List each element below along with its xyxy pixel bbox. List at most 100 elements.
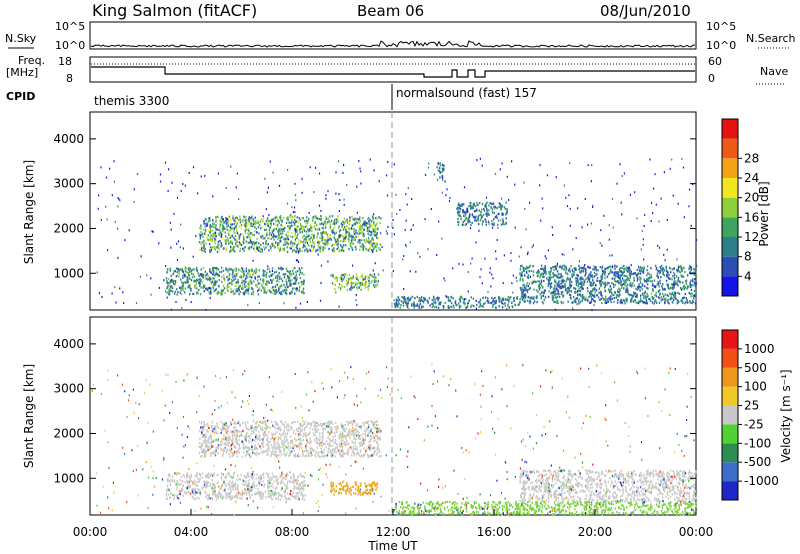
power-cell xyxy=(200,224,202,227)
velocity-cell xyxy=(347,442,350,445)
power-cell xyxy=(494,296,496,299)
power-cell xyxy=(563,268,566,271)
velocity-cell xyxy=(325,446,327,449)
velocity-cell xyxy=(221,422,224,425)
power-cell xyxy=(309,241,312,244)
power-cell xyxy=(265,284,268,287)
power-cell xyxy=(529,302,531,305)
power-cell xyxy=(373,169,375,172)
power-cell xyxy=(288,277,290,280)
power-cell xyxy=(262,286,264,289)
power-cell xyxy=(170,228,172,231)
power-cell xyxy=(181,307,183,310)
power-cell xyxy=(241,268,244,271)
power-cell xyxy=(277,234,279,237)
power-cell xyxy=(184,270,187,273)
power-cell xyxy=(271,244,274,247)
power-cell xyxy=(470,207,472,210)
power-cell xyxy=(556,270,559,273)
power-cell xyxy=(611,265,613,268)
power-cell xyxy=(315,223,318,227)
power-cell xyxy=(262,278,264,281)
power-cell xyxy=(625,279,627,282)
power-cell xyxy=(342,171,344,174)
power-cell xyxy=(265,220,268,223)
power-cell xyxy=(581,284,583,287)
power-cell xyxy=(219,232,221,235)
power-cell xyxy=(197,292,199,295)
power-cell xyxy=(303,279,305,282)
velocity-cell xyxy=(252,451,254,454)
power-cell xyxy=(338,227,340,230)
power-cell xyxy=(358,281,360,284)
power-cell xyxy=(251,223,253,227)
power-cell xyxy=(325,240,327,243)
power-cell xyxy=(332,231,334,234)
power-cell xyxy=(357,281,359,284)
power-cell xyxy=(366,239,368,242)
power-cell xyxy=(689,281,691,284)
velocity-cell xyxy=(341,435,344,438)
power-cell xyxy=(213,290,215,293)
power-cell xyxy=(264,228,266,231)
power-cell xyxy=(695,264,698,267)
power-cell xyxy=(243,273,245,276)
power-cell xyxy=(222,290,224,293)
velocity-cell xyxy=(357,433,360,436)
power-cell xyxy=(458,202,460,205)
power-cell xyxy=(309,224,312,227)
velocity-cell xyxy=(306,449,309,452)
velocity-cell xyxy=(350,431,352,434)
power-cell xyxy=(210,250,212,253)
velocity-cell xyxy=(248,439,250,442)
power-cell xyxy=(549,283,551,286)
velocity-cell xyxy=(359,425,361,428)
power-cell xyxy=(205,273,208,277)
power-cell xyxy=(133,188,135,191)
power-cell xyxy=(341,225,343,228)
power-cell xyxy=(456,207,458,210)
power-cell xyxy=(460,295,462,298)
power-cell xyxy=(226,228,228,231)
y-tick-label: 1000 xyxy=(53,266,84,280)
power-cell xyxy=(214,226,217,229)
power-cell xyxy=(287,234,289,237)
power-cell xyxy=(278,234,280,237)
power-cell xyxy=(235,284,237,288)
power-cell xyxy=(633,293,635,296)
power-cell xyxy=(282,248,284,251)
power-cell xyxy=(333,236,335,239)
power-cell xyxy=(580,269,583,273)
power-cell xyxy=(438,220,440,223)
power-cell xyxy=(335,192,337,195)
power-cell xyxy=(308,217,310,220)
power-cell xyxy=(624,284,626,287)
power-cell xyxy=(539,286,541,289)
power-cell xyxy=(422,299,424,302)
freq-tick-top: 18 xyxy=(58,55,72,68)
power-cell xyxy=(468,213,471,216)
power-cell xyxy=(306,220,308,223)
velocity-cell xyxy=(300,422,302,426)
power-cell xyxy=(210,272,212,274)
power-cell xyxy=(260,237,263,240)
power-cell xyxy=(279,219,282,222)
power-cell xyxy=(269,226,271,229)
power-cell xyxy=(359,216,361,219)
power-scatter xyxy=(96,157,698,312)
power-cell xyxy=(335,240,337,243)
power-cell xyxy=(341,235,344,238)
power-cell xyxy=(646,269,648,272)
power-cell xyxy=(279,227,281,230)
velocity-cell xyxy=(372,424,375,427)
power-cell xyxy=(574,267,577,270)
power-cell xyxy=(168,168,170,171)
power-cell xyxy=(520,296,523,299)
power-cell xyxy=(245,285,247,288)
power-cell xyxy=(671,158,673,161)
velocity-cell xyxy=(347,432,349,435)
power-cell xyxy=(248,220,251,223)
power-cell xyxy=(463,219,466,222)
power-cell xyxy=(655,268,658,271)
power-cell xyxy=(221,275,223,278)
